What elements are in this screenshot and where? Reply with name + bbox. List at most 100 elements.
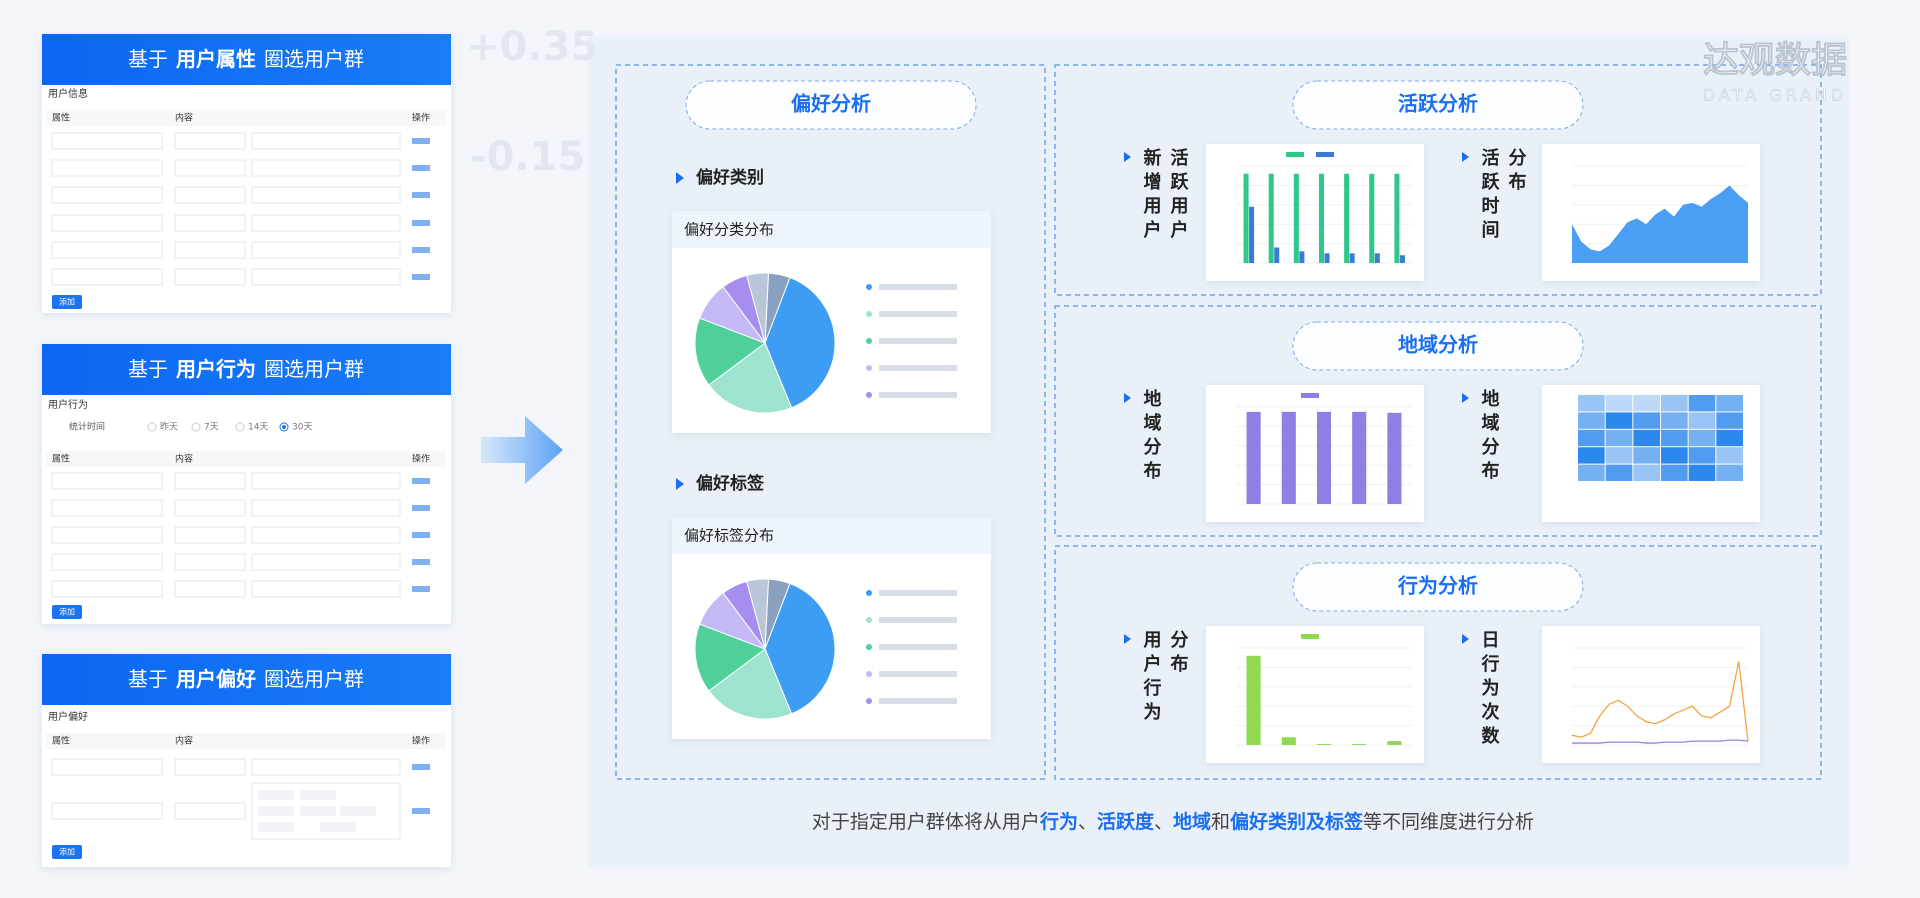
caption-part: 行为 [1039, 810, 1078, 833]
radio [235, 422, 245, 432]
column-header: 属性 [52, 735, 70, 747]
legend-dot [866, 671, 872, 677]
heat-cell [1578, 464, 1605, 481]
radio-label: 7天 [204, 423, 219, 433]
legend-dot [866, 338, 872, 344]
select-box [51, 580, 163, 598]
action-link [412, 165, 430, 171]
add-button[interactable] [52, 295, 82, 309]
bar [1281, 411, 1296, 504]
legend-dot [866, 392, 872, 398]
pie-slice [746, 578, 770, 650]
select-box [174, 802, 246, 820]
select-box [174, 553, 246, 571]
bullet [1462, 634, 1469, 644]
bullet [1124, 634, 1131, 644]
column-header: 内容 [175, 735, 193, 747]
action-link [412, 478, 430, 484]
heat-cell [1716, 395, 1743, 412]
bullet [676, 172, 684, 184]
pie-slice [764, 276, 836, 409]
legend-text [879, 617, 957, 623]
bar [1344, 173, 1350, 263]
caption-part: 对于指定用户群体将从用户 [812, 811, 1040, 833]
section-pill [685, 80, 977, 130]
bar [1299, 251, 1305, 263]
select-box [174, 132, 246, 150]
bar [1246, 411, 1261, 504]
bullet [1124, 152, 1131, 162]
heat-cell [1661, 395, 1688, 412]
legend-dot [866, 311, 872, 317]
heat-cell [1716, 412, 1743, 429]
add-button[interactable] [52, 605, 82, 619]
heat-cell [1578, 429, 1605, 447]
radio-label: 昨天 [160, 421, 178, 433]
select-box [51, 802, 163, 820]
table-head [46, 733, 446, 749]
legend-text [879, 338, 957, 344]
heat-cell [1688, 395, 1716, 412]
legend-text [879, 365, 957, 371]
chart-card-header [672, 211, 991, 248]
brand-name: 达观数据 [1703, 40, 1847, 81]
caption-part: 、 [1154, 811, 1173, 833]
select-box [51, 159, 163, 177]
radio-label: 30天 [292, 423, 312, 433]
add-button[interactable] [52, 845, 82, 859]
legend-text [879, 671, 957, 677]
legend-text [879, 644, 957, 650]
select-box [174, 268, 246, 286]
legend-dot [866, 365, 872, 371]
chart-card-title: 偏好标签分布 [684, 527, 774, 545]
bar [1387, 741, 1402, 745]
select-box [51, 499, 163, 517]
heat-cell [1688, 412, 1716, 429]
column-header: 操作 [412, 112, 430, 124]
caption: 对于指定用户群体将从用户行为、活跃度、地域和偏好类别及标签等不同维度进行分析 [812, 810, 1534, 833]
section-pill [1292, 562, 1584, 612]
input-box [251, 214, 401, 232]
bar [1352, 744, 1367, 745]
caption-part: 偏好类别及标签 [1230, 810, 1364, 833]
heat-cell [1605, 412, 1633, 429]
legend-dot [866, 284, 872, 290]
action-link [412, 220, 430, 226]
chart-card-title: 偏好分类分布 [684, 221, 774, 239]
pie-slice [764, 582, 836, 715]
heat-cell [1661, 412, 1688, 429]
bullet [676, 478, 684, 490]
bar [1352, 411, 1367, 504]
heat-cell [1633, 412, 1660, 429]
input-box [251, 472, 401, 490]
select-box [51, 214, 163, 232]
radio-dot [282, 425, 286, 429]
vertical-label: 用户行为 [1141, 630, 1163, 726]
caption-part: 和 [1211, 811, 1230, 833]
input-box [251, 580, 401, 598]
section-title: 地域分析 [1398, 333, 1478, 357]
bar [1243, 173, 1249, 263]
bar [1316, 744, 1332, 745]
bar [1274, 247, 1280, 263]
bullet [1124, 393, 1131, 403]
flow-arrow [481, 416, 563, 484]
add-button-label: 添加 [59, 847, 75, 857]
action-link [412, 247, 430, 253]
heat-cell [1688, 447, 1716, 464]
vertical-label: 日行为次数 [1479, 630, 1501, 750]
legend-dot [866, 644, 872, 650]
tag [258, 822, 294, 832]
section-pill [1292, 321, 1584, 371]
bg-number: +0.35 [466, 24, 598, 70]
pie-slice [708, 648, 793, 720]
column-header: 内容 [175, 453, 193, 465]
select-box [174, 580, 246, 598]
legend-swatch [1286, 152, 1304, 157]
caption-part: 、 [1078, 811, 1097, 833]
bullet [1462, 152, 1469, 162]
vertical-label: 分布 [1506, 148, 1527, 196]
heat-cell [1578, 395, 1605, 412]
legend-dot [866, 590, 872, 596]
action-link [412, 808, 430, 814]
